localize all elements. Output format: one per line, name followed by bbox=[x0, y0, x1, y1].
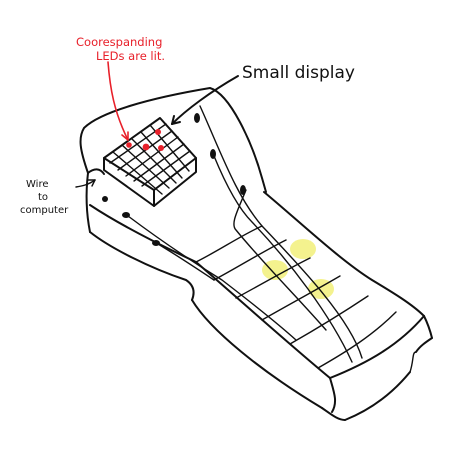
fret bbox=[261, 275, 341, 321]
peg bbox=[194, 113, 200, 123]
peg bbox=[210, 149, 216, 159]
string bbox=[213, 155, 353, 363]
wire-label-line1: Wire bbox=[26, 179, 49, 190]
peg bbox=[122, 212, 130, 218]
fret bbox=[195, 225, 263, 263]
lit-led bbox=[126, 142, 132, 148]
pressed-spot bbox=[290, 239, 316, 259]
wire-label-line3: computer bbox=[20, 205, 69, 216]
display-label-arrow bbox=[171, 75, 239, 125]
lit-led bbox=[158, 145, 164, 151]
peg bbox=[102, 196, 108, 202]
lit-led bbox=[142, 143, 150, 151]
peg bbox=[152, 240, 160, 246]
display-label: Small display bbox=[242, 63, 355, 83]
peg bbox=[240, 185, 246, 195]
string bbox=[157, 243, 215, 281]
fret bbox=[289, 295, 369, 345]
lit-led bbox=[155, 129, 161, 135]
fret bbox=[235, 257, 311, 299]
fret bbox=[317, 311, 397, 369]
wire-label-line2: to bbox=[38, 192, 48, 203]
device-body bbox=[79, 87, 433, 421]
string bbox=[199, 105, 363, 359]
wire-arrow bbox=[75, 179, 96, 188]
pressed-spot bbox=[262, 260, 288, 280]
string bbox=[233, 189, 327, 331]
leds-note-arrow bbox=[107, 61, 129, 141]
leds-note-line1: Coorespanding bbox=[76, 35, 162, 49]
led-display bbox=[103, 117, 197, 207]
pressed-fret-highlights bbox=[262, 239, 334, 299]
leds-note-line2: LEDs are lit. bbox=[96, 49, 165, 63]
string-pegs bbox=[102, 113, 246, 246]
strings bbox=[127, 105, 363, 363]
string bbox=[127, 215, 297, 341]
